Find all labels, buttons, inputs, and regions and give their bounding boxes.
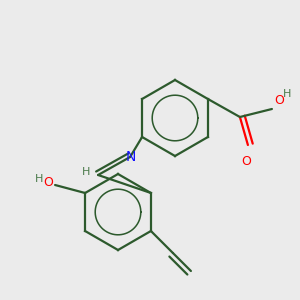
Text: H: H [35,174,43,184]
Text: O: O [43,176,53,190]
Text: H: H [82,167,90,177]
Text: O: O [274,94,284,107]
Text: H: H [283,89,291,99]
Text: N: N [126,150,136,164]
Text: O: O [241,155,251,168]
